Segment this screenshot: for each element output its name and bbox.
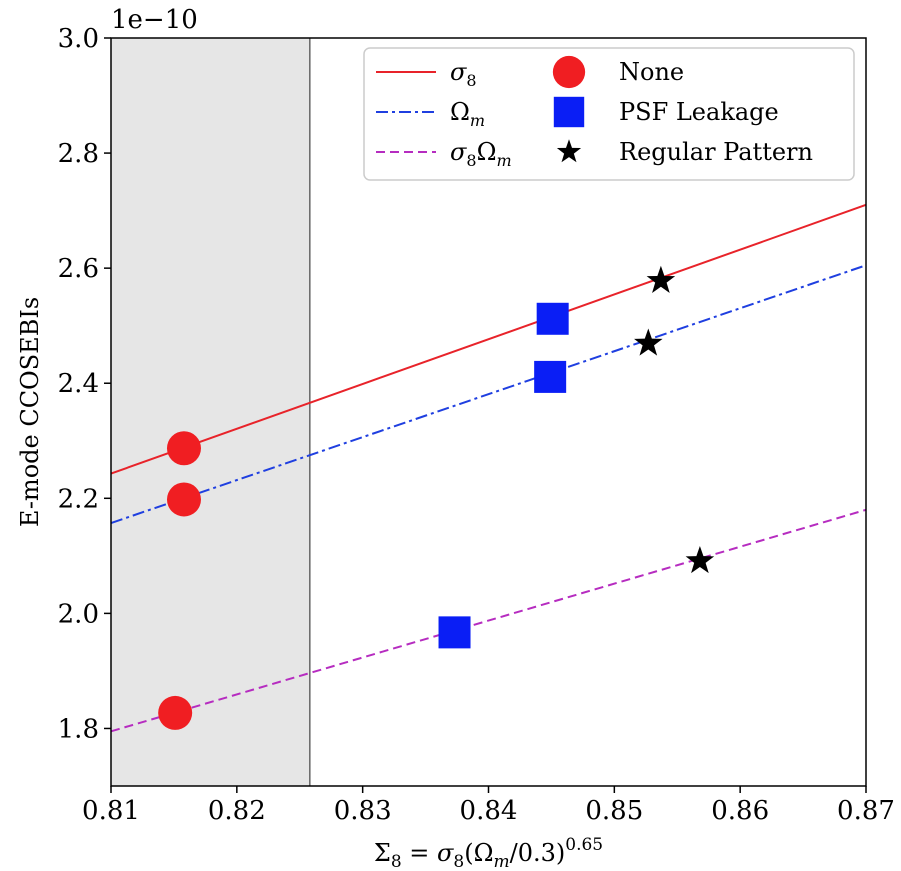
marker-circle-1 [166,482,201,517]
x-axis-label: Σ8 = σ8(Ωm/0.3)0.65 [374,835,603,871]
legend-line-label-2: σ8Ωm [450,138,512,170]
axis-offset-text: 1e−10 [111,5,198,35]
x-tick-label-3: 0.84 [460,796,518,826]
marker-circle-2 [158,695,193,730]
y-tick-label-4: 2.6 [58,254,99,284]
y-tick-label-5: 2.8 [58,139,99,169]
y-tick-label-3: 2.4 [58,369,99,399]
series-lines-layer [110,203,867,733]
legend-marker-circle [552,55,586,89]
legend-marker-star [556,139,582,163]
marker-star-1 [634,328,663,356]
legend-marker-label-2: Regular Pattern [619,138,813,166]
marker-square-2 [438,616,471,649]
x-tick-label-6: 0.87 [837,796,895,826]
legend-marker-square [553,96,585,128]
ticks-layer: 0.81 0.82 0.83 0.84 0.85 0.86 0.87 1.8 2.0 2.2 2.4… [58,24,895,826]
marker-circle-0 [166,431,201,466]
marker-star-2 [685,546,715,574]
x-tick-label-2: 0.83 [334,796,392,826]
marker-star-0 [646,265,676,293]
x-tick-label-0: 0.81 [82,796,140,826]
y-tick-label-0: 1.8 [58,714,99,744]
shaded-region [111,38,310,786]
y-tick-label-6: 3.0 [58,24,99,54]
marker-square-0 [536,302,569,335]
markers-layer [158,265,715,730]
series-line-0 [110,203,867,475]
legend-line-label-0: σ8 [450,58,477,90]
x-tick-label-1: 0.82 [208,796,266,826]
x-tick-label-4: 0.85 [585,796,643,826]
legend-line-label-1: Ωm [450,98,485,130]
series-line-2 [110,508,867,733]
legend-marker-label-0: None [619,58,684,86]
y-tick-label-1: 2.0 [58,599,99,629]
y-axis-label: E-mode CCOSEBIs [16,297,44,527]
shaded-region-layer [111,38,311,786]
legend-marker-label-1: PSF Leakage [619,98,779,126]
y-tick-label-2: 2.2 [58,484,99,514]
marker-square-1 [534,360,567,393]
legend-box [363,47,855,181]
x-tick-label-5: 0.86 [711,796,769,826]
series-line-1 [110,264,867,524]
